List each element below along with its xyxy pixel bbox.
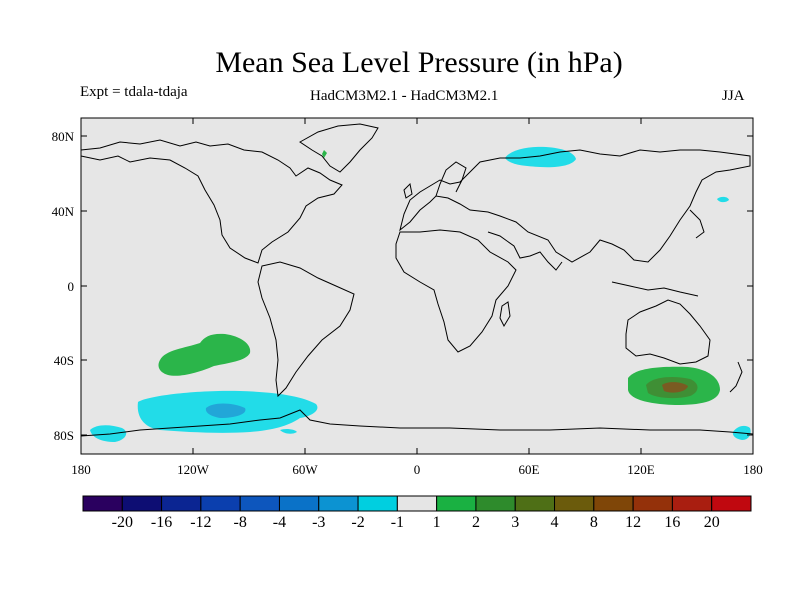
colorbar-swatch [475, 495, 516, 512]
season-label: JJA [722, 88, 745, 104]
colorbar-swatch [514, 495, 556, 512]
colorbar-label: 16 [664, 514, 680, 531]
colorbar-label: 3 [511, 514, 519, 531]
colorbar-swatch [82, 495, 123, 512]
colorbar [82, 495, 752, 512]
lon-tick-labels: 180 120W 60W 0 60E 120E 180 [71, 462, 763, 477]
colorbar-label: 4 [551, 514, 559, 531]
lat-tick-label: 80S [54, 428, 74, 443]
positive-patch-south-pacific [158, 333, 251, 376]
lon-ticks [80, 118, 754, 454]
colorbar-labels: -20 -16 -12 -8 -4 -3 -2 -1 1 2 3 4 8 12 16 20 [112, 514, 720, 531]
lat-tick-label: 0 [68, 279, 75, 294]
colorbar-swatch [357, 495, 398, 512]
coast-australia [625, 299, 711, 365]
colorbar-swatch [711, 495, 752, 512]
lat-ticks [81, 135, 753, 436]
colorbar-label: -8 [234, 514, 247, 531]
coast-antarctica [80, 409, 754, 437]
coast-scandinavia [435, 161, 467, 197]
colorbar-swatch [632, 495, 673, 512]
colorbar-swatch [396, 495, 438, 512]
colorbar-swatch [200, 495, 241, 512]
lat-tick-label: 80N [52, 129, 75, 144]
lat-tick-labels: 80N 40N 0 40S 80S [52, 129, 75, 443]
colorbar-label: 12 [625, 514, 641, 531]
colorbar-label: -3 [312, 514, 325, 531]
coast-greenland [299, 123, 379, 173]
colorbar-swatch [318, 495, 359, 512]
negative-patch-southern-ocean-west [90, 425, 127, 442]
coast-indonesia [611, 281, 699, 297]
experiment-label: Expt = tdala-tdaja [80, 84, 188, 100]
colorbar-label: -1 [391, 514, 404, 531]
colorbar-swatch [593, 495, 634, 512]
coast-south-america [257, 261, 355, 398]
lon-tick-label: 60E [519, 462, 540, 477]
colorbar-label: -16 [151, 514, 172, 531]
lon-tick-label: 180 [71, 462, 91, 477]
colorbar-swatch [121, 495, 163, 512]
lon-tick-label: 0 [414, 462, 421, 477]
lon-tick-label: 180 [743, 462, 763, 477]
colorbar-label: 1 [433, 514, 441, 531]
lat-tick-label: 40N [52, 204, 75, 219]
colorbar-label: -20 [112, 514, 133, 531]
lon-tick-label: 120W [177, 462, 210, 477]
colorbar-swatch [278, 495, 320, 512]
colorbar-label: -2 [351, 514, 364, 531]
colorbar-label: -12 [190, 514, 211, 531]
lon-tick-label: 60W [292, 462, 318, 477]
lat-tick-label: 40S [54, 353, 74, 368]
positive-patch-center [662, 382, 688, 393]
chart-title: Mean Sea Level Pressure (in hPa) [215, 46, 623, 79]
coast-new-zealand [729, 361, 743, 393]
colorbar-swatch [436, 495, 477, 512]
anomaly-patches [90, 146, 751, 442]
coast-africa [395, 229, 517, 353]
coast-arabia-india [487, 231, 563, 271]
model-label: HadCM3M2.1 - HadCM3M2.1 [310, 88, 499, 104]
colorbar-swatch [239, 495, 280, 512]
colorbar-label: 2 [472, 514, 480, 531]
coast-japan [689, 209, 705, 239]
lon-tick-label: 120E [627, 462, 655, 477]
coastlines [80, 123, 754, 437]
negative-patch-north-pacific [717, 196, 729, 203]
negative-patch-small-1 [280, 428, 297, 434]
coast-madagascar [499, 301, 511, 328]
positive-dot-greenland [322, 150, 327, 158]
colorbar-swatch [161, 495, 202, 512]
colorbar-swatch [554, 495, 595, 512]
colorbar-label: 20 [704, 514, 720, 531]
negative-patch-core [205, 403, 246, 418]
coast-british-isles [403, 182, 413, 199]
colorbar-swatch [671, 495, 713, 512]
coast-eurasia [399, 149, 751, 263]
coast-north-america [80, 139, 343, 264]
colorbar-label: -4 [273, 514, 286, 531]
colorbar-label: 8 [590, 514, 598, 531]
